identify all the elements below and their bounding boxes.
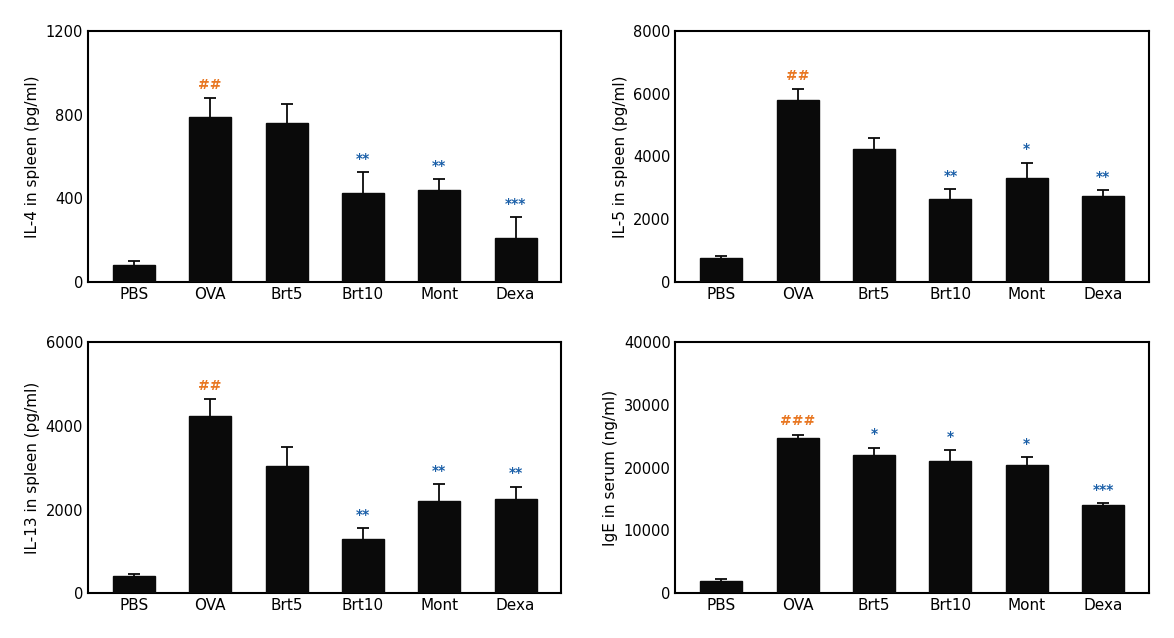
Bar xyxy=(930,198,971,282)
Bar xyxy=(113,265,155,282)
Bar xyxy=(342,193,384,282)
Text: **: ** xyxy=(432,464,446,478)
Bar xyxy=(930,461,971,593)
Text: *: * xyxy=(1024,437,1031,451)
Bar xyxy=(777,438,818,593)
Text: **: ** xyxy=(508,466,522,480)
Text: ##: ## xyxy=(198,378,222,392)
Bar xyxy=(418,190,460,282)
Bar xyxy=(189,117,231,282)
Text: **: ** xyxy=(943,169,958,183)
Bar xyxy=(342,539,384,593)
Bar xyxy=(265,123,308,282)
Bar xyxy=(189,415,231,593)
Bar xyxy=(494,238,537,282)
Bar xyxy=(1006,179,1048,282)
Text: ##: ## xyxy=(785,69,809,83)
Text: *: * xyxy=(1024,142,1031,156)
Text: **: ** xyxy=(1097,170,1111,184)
Bar xyxy=(700,258,742,282)
Text: ***: *** xyxy=(505,197,526,211)
Text: ***: *** xyxy=(1093,482,1114,496)
Text: *: * xyxy=(947,430,954,444)
Text: **: ** xyxy=(432,159,446,173)
Y-axis label: IL-13 in spleen (pg/ml): IL-13 in spleen (pg/ml) xyxy=(25,382,40,554)
Bar xyxy=(1006,464,1048,593)
Bar xyxy=(853,455,895,593)
Text: **: ** xyxy=(356,508,370,522)
Text: **: ** xyxy=(356,152,370,166)
Bar xyxy=(1082,505,1125,593)
Bar xyxy=(700,581,742,593)
Y-axis label: IL-5 in spleen (pg/ml): IL-5 in spleen (pg/ml) xyxy=(613,75,628,237)
Y-axis label: IL-4 in spleen (pg/ml): IL-4 in spleen (pg/ml) xyxy=(25,75,40,237)
Text: ##: ## xyxy=(198,78,222,92)
Bar xyxy=(777,100,818,282)
Y-axis label: IgE in serum (ng/ml): IgE in serum (ng/ml) xyxy=(603,390,619,546)
Bar xyxy=(494,499,537,593)
Bar xyxy=(265,466,308,593)
Bar xyxy=(418,501,460,593)
Bar xyxy=(1082,196,1125,282)
Bar xyxy=(113,576,155,593)
Text: ###: ### xyxy=(780,414,815,428)
Text: *: * xyxy=(870,427,878,441)
Bar xyxy=(853,149,895,282)
